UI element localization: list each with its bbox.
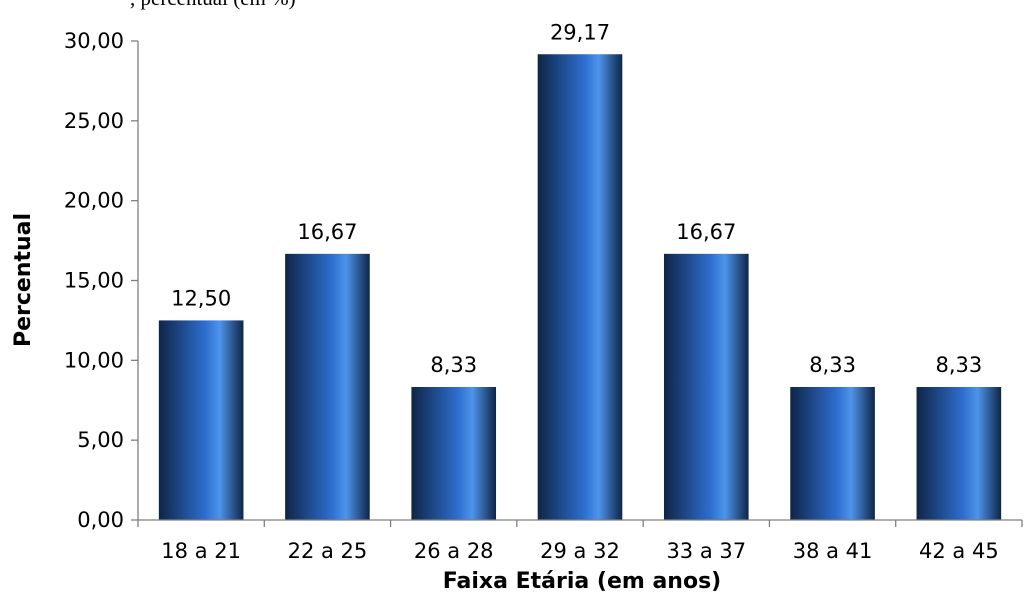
y-tick-label: 0,00 <box>77 508 124 532</box>
x-tick-label: 38 a 41 <box>793 539 873 563</box>
y-tick-label: 25,00 <box>64 109 124 133</box>
x-axis-title: Faixa Etária (em anos) <box>443 569 721 594</box>
x-tick-label: 33 a 37 <box>666 539 746 563</box>
x-tick-label: 22 a 25 <box>288 539 368 563</box>
y-tick-label: 15,00 <box>64 269 124 293</box>
bar <box>158 320 244 520</box>
bar <box>916 386 1002 520</box>
labels-layer: 0,00 5,00 10,00 15,00 20,00 25,00 30,00 12,50 18… <box>64 20 999 563</box>
data-label: 8,33 <box>809 353 856 377</box>
data-label: 12,50 <box>171 286 231 310</box>
x-tick-label: 26 a 28 <box>414 539 494 563</box>
data-label: 16,67 <box>676 220 736 244</box>
y-tick-label: 20,00 <box>64 189 124 213</box>
y-tick-label: 10,00 <box>64 348 124 372</box>
axes-layer <box>131 40 1023 527</box>
x-tick-label: 42 a 45 <box>919 539 999 563</box>
data-label: 8,33 <box>935 353 982 377</box>
y-axis-title: Percentual <box>11 213 36 347</box>
y-tick-label: 30,00 <box>64 29 124 53</box>
bar <box>790 386 875 520</box>
bar <box>411 386 497 520</box>
bar <box>285 253 370 520</box>
x-tick-label: 29 a 32 <box>540 539 620 563</box>
header-fragment: , percentual (em %) <box>130 0 296 10</box>
bar <box>663 253 749 520</box>
data-label: 16,67 <box>297 220 357 244</box>
bar <box>537 54 623 521</box>
bars-layer <box>158 54 1002 521</box>
y-tick-label: 5,00 <box>77 428 124 452</box>
x-tick-label: 18 a 21 <box>161 539 241 563</box>
data-label: 8,33 <box>430 353 477 377</box>
data-label: 29,17 <box>550 20 610 44</box>
